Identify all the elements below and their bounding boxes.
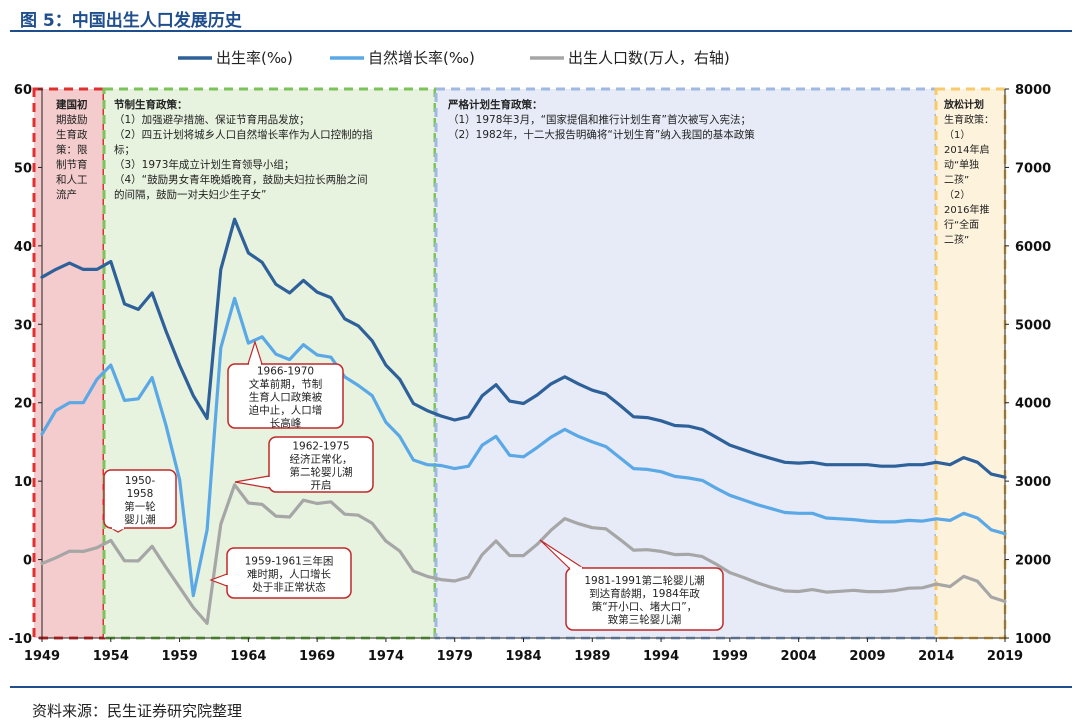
figure-title: 图 5：中国出生人口发展历史 — [20, 11, 242, 31]
policy-period-text: 严格计划生育政策： — [447, 98, 543, 111]
right-tick-label: 1000 — [1015, 632, 1051, 647]
policy-period-text: （4）“鼓励男女青年晚婚晚育，鼓励夫妇拉长两胎之间 — [114, 173, 368, 186]
x-tick-label: 1999 — [712, 649, 748, 664]
x-tick-label: 2004 — [781, 649, 817, 664]
right-tick-label: 2000 — [1015, 554, 1051, 569]
callout-box — [268, 436, 374, 493]
x-tick-label: 2014 — [918, 649, 954, 664]
policy-period-text: 标； — [114, 144, 135, 156]
left-tick-label: 40 — [14, 240, 32, 255]
callout-text: 1966-1970 — [257, 366, 314, 378]
x-tick-label: 1954 — [93, 649, 129, 664]
policy-period-text: 行“全面 — [944, 218, 979, 231]
policy-period-text: 期鼓励 — [56, 113, 88, 126]
policy-period-text: （1）1978年3月，“国家提倡和推行计划生育”首次被写入宪法； — [448, 113, 751, 126]
callout-text: 经济正常化， — [290, 453, 353, 466]
left-tick-label: 0 — [23, 554, 32, 569]
callout-text: 1962-1975 — [292, 441, 349, 453]
left-tick-label: -10 — [9, 632, 33, 647]
right-tick-label: 3000 — [1015, 475, 1051, 490]
policy-period-text: 的间隔，鼓励一对夫妇少生子女” — [114, 188, 266, 201]
callout-text: 第一轮 — [124, 500, 156, 513]
x-tick-label: 1979 — [437, 649, 473, 664]
policy-period-text: 放松计划 — [943, 98, 984, 111]
x-tick-label: 2019 — [987, 649, 1023, 664]
policy-period-text: （3）1973年成立计划生育领导小组； — [114, 158, 294, 171]
callout-text: 第二轮婴儿潮 — [290, 466, 353, 479]
callout-text: 开启 — [311, 479, 332, 492]
x-tick-label: 1984 — [505, 649, 541, 664]
policy-period-box — [32, 87, 106, 640]
policy-period-text: （1）加强避孕措施、保证节育用品发放； — [114, 113, 310, 126]
legend-label: 出生率(‰) — [216, 49, 293, 67]
callout-text: 文革前期，节制 — [249, 378, 323, 391]
callout-text: 处于非正常状态 — [252, 581, 326, 594]
callout-text: 迫中止，人口增 — [249, 404, 323, 417]
policy-period-text: 二孩” — [944, 233, 969, 246]
x-tick-label: 1994 — [643, 649, 679, 664]
policy-period-text: 生育政 — [56, 128, 88, 141]
x-tick-label: 1949 — [24, 649, 60, 664]
policy-period-box — [434, 87, 938, 640]
callout-text: 难时期，人口增长 — [247, 568, 331, 581]
policy-period-text: 2014年启 — [944, 143, 989, 156]
x-tick-label: 1969 — [299, 649, 335, 664]
policy-period-text: 策：限 — [56, 143, 88, 156]
callout-text: 1959-1961三年困 — [245, 555, 334, 568]
policy-period-text: 和人工 — [56, 174, 88, 186]
policy-period-text: 建国初 — [55, 98, 88, 111]
left-tick-label: 60 — [14, 83, 32, 98]
policy-period-text: 节制生育政策： — [114, 98, 188, 111]
policy-period-text: 动“单独 — [944, 158, 979, 171]
right-tick-label: 5000 — [1015, 318, 1051, 333]
x-tick-label: 1964 — [230, 649, 266, 664]
chart-series — [40, 217, 1007, 625]
right-tick-label: 8000 — [1015, 83, 1051, 98]
callout-box — [226, 547, 352, 599]
x-tick-label: 1959 — [161, 649, 197, 664]
right-tick-label: 4000 — [1015, 397, 1051, 412]
callout-text: 策“开小口、堵大口”， — [592, 600, 697, 613]
policy-period-text: （2）四五计划将城乡人口自然增长率作为人口控制的指 — [114, 128, 373, 141]
policy-period-text: 二孩” — [944, 173, 969, 186]
policy-period-text: 制节育 — [56, 158, 88, 171]
callout-text: 1958 — [127, 488, 154, 500]
policy-period-text: （2） — [944, 189, 970, 201]
callout-text: 生育人口政策被 — [249, 391, 323, 404]
right-tick-label: 6000 — [1015, 240, 1051, 255]
x-tick-label: 1989 — [574, 649, 610, 664]
left-tick-label: 30 — [14, 318, 32, 333]
callout-box — [565, 567, 724, 631]
callout-text: 1950- — [125, 475, 156, 487]
x-tick-label: 1974 — [368, 649, 404, 664]
right-tick-label: 7000 — [1015, 161, 1051, 176]
callout-text: 致第三轮婴儿潮 — [608, 613, 682, 626]
top-divider — [10, 30, 1072, 32]
chart-legend: 出生率(‰) 自然增长率(‰) 出生人口数(万人，右轴) — [178, 49, 730, 67]
policy-period-text: 流产 — [56, 188, 77, 201]
callout-box — [103, 469, 177, 529]
policy-period-text: （2）1982年，十二大报告明确将“计划生育”纳入我国的基本政策 — [448, 128, 755, 141]
callout-text: 到达育龄期，1984年政 — [589, 587, 700, 600]
legend-label: 自然增长率(‰) — [368, 49, 475, 67]
policy-period-text: （1） — [944, 129, 970, 141]
legend-label: 出生人口数(万人，右轴) — [568, 49, 730, 67]
chart-axes: -10 0 10 20 30 40 50 60 1000 2000 3000 4000 5000 6000… — [9, 83, 1052, 664]
left-tick-label: 10 — [14, 475, 32, 490]
x-tick-label: 2009 — [849, 649, 885, 664]
left-tick-label: 50 — [14, 161, 32, 176]
policy-period-box — [934, 87, 1007, 640]
callout-text: 1981-1991第二轮婴儿潮 — [584, 574, 704, 587]
callout-box — [227, 363, 344, 429]
policy-period-text: 生育政策： — [944, 113, 994, 126]
policy-period-text: 2016年推 — [944, 203, 989, 216]
bottom-divider — [10, 686, 1072, 688]
figure-source: 资料来源：民生证券研究院整理 — [32, 702, 243, 720]
left-tick-label: 20 — [14, 397, 32, 412]
callout-text: 长高峰 — [270, 417, 302, 430]
callout-text: 婴儿潮 — [124, 513, 156, 526]
